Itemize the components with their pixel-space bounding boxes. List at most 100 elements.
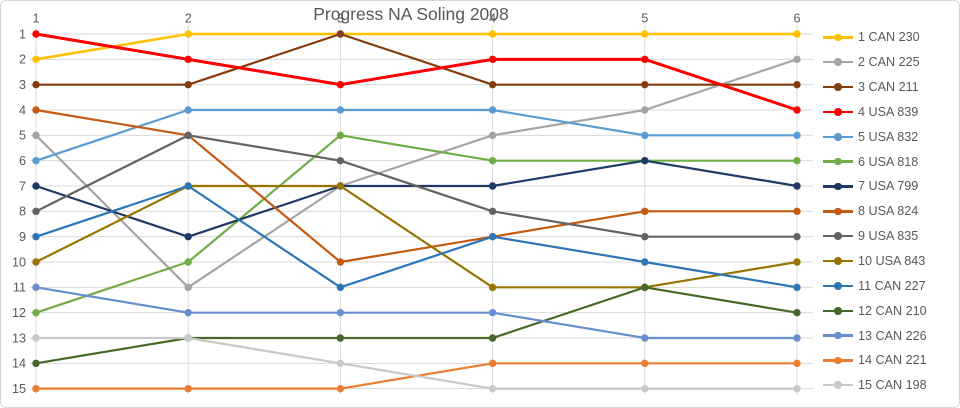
series-marker — [32, 359, 40, 368]
series-marker — [793, 232, 801, 241]
legend-marker-dot-icon — [834, 331, 842, 340]
series-marker — [488, 106, 497, 114]
series-marker — [184, 182, 192, 190]
legend-item: 5 USA 832 — [823, 124, 953, 149]
legend-marker-dot-icon — [834, 381, 842, 390]
series-marker — [641, 80, 649, 89]
series-12-can-210 — [32, 283, 801, 368]
legend-marker-dot-icon — [834, 133, 842, 141]
y-axis-tick-label: 7 — [19, 179, 26, 193]
legend-marker-icon — [823, 133, 853, 141]
series-marker — [793, 207, 801, 216]
series-marker — [488, 131, 497, 140]
legend-label: 3 CAN 211 — [858, 80, 919, 95]
series-line — [34, 108, 799, 162]
legend-item: 11 CAN 227 — [823, 273, 953, 298]
chart-legend: 1 CAN 230 2 CAN 225 3 CAN 211 4 USA 839 5 US… — [823, 25, 953, 398]
series-line — [34, 108, 799, 264]
series-line — [34, 286, 799, 340]
y-axis-tick-label: 10 — [12, 255, 26, 269]
series-3-can-211 — [32, 30, 801, 89]
series-marker — [336, 258, 345, 266]
series-marker — [32, 106, 40, 114]
y-axis-tick-label: 3 — [19, 78, 26, 92]
series-marker — [32, 30, 40, 38]
y-axis-tick-label: 4 — [19, 103, 26, 117]
x-axis-tick-label: 2 — [185, 12, 192, 26]
series-marker — [793, 359, 801, 368]
series-marker — [32, 55, 40, 64]
legend-marker-dot-icon — [834, 356, 842, 365]
legend-marker-icon — [823, 108, 853, 116]
legend-marker-icon — [823, 381, 853, 390]
legend-marker-dot-icon — [834, 58, 842, 67]
series-marker — [641, 106, 649, 114]
x-axis-tick-label: 4 — [489, 12, 496, 26]
series-marker — [336, 334, 345, 342]
legend-marker-icon — [823, 356, 853, 365]
y-axis-tick-label: 11 — [13, 281, 26, 295]
series-marker — [184, 80, 192, 89]
legend-label: 8 USA 824 — [858, 204, 919, 219]
legend-marker-icon — [823, 207, 853, 216]
series-marker — [336, 30, 345, 38]
series-marker — [336, 156, 345, 165]
series-line — [34, 32, 799, 86]
y-axis-tick-label: 9 — [19, 230, 26, 244]
series-line — [34, 32, 799, 112]
legend-marker-icon — [823, 232, 853, 240]
legend-marker-dot-icon — [834, 157, 842, 166]
series-marker — [641, 384, 649, 393]
series-marker — [641, 258, 649, 266]
series-line — [34, 134, 799, 238]
y-axis-tick-label: 14 — [12, 357, 26, 371]
series-marker — [488, 334, 497, 342]
series-line — [34, 336, 799, 390]
series-marker — [488, 30, 497, 38]
legend-marker-dot-icon — [834, 306, 842, 315]
legend-label: 1 CAN 230 — [858, 30, 920, 45]
series-marker — [793, 156, 801, 165]
legend-label: 5 USA 832 — [858, 129, 919, 144]
legend-item: 8 USA 824 — [823, 199, 953, 224]
legend-label: 4 USA 839 — [858, 104, 919, 119]
series-marker — [793, 182, 801, 190]
legend-item: 14 CAN 221 — [823, 348, 953, 373]
y-axis-tick-label: 12 — [12, 306, 26, 320]
series-11-can-227 — [32, 182, 801, 292]
y-axis-tick-label: 15 — [12, 382, 26, 396]
series-marker — [336, 80, 345, 89]
series-marker — [793, 384, 801, 393]
legend-marker-icon — [823, 257, 853, 265]
legend-marker-dot-icon — [834, 182, 842, 191]
legend-label: 10 USA 843 — [858, 254, 926, 269]
legend-item: 9 USA 835 — [823, 224, 953, 249]
x-axis-tick-label: 3 — [337, 12, 344, 26]
series-marker — [641, 359, 649, 368]
series-marker — [641, 232, 649, 241]
series-marker — [184, 131, 192, 140]
legend-marker-dot-icon — [834, 83, 842, 91]
series-9-usa-835 — [32, 131, 801, 241]
series-marker — [32, 308, 40, 317]
series-marker — [32, 283, 40, 292]
series-marker — [336, 283, 345, 292]
y-axis-tick-label: 2 — [19, 53, 26, 67]
series-marker — [32, 156, 40, 165]
legend-item: 15 CAN 198 — [823, 373, 953, 398]
series-marker — [488, 359, 497, 368]
legend-item: 1 CAN 230 — [823, 25, 953, 50]
legend-label: 13 CAN 226 — [858, 328, 927, 343]
series-marker — [336, 182, 345, 190]
series-marker — [641, 334, 649, 342]
series-marker — [793, 334, 801, 342]
series-marker — [793, 55, 801, 64]
series-marker — [793, 308, 801, 317]
series-marker — [793, 80, 801, 89]
series-marker — [32, 207, 40, 216]
y-axis-tick-label: 5 — [19, 129, 26, 143]
series-marker — [32, 182, 40, 190]
series-marker — [793, 283, 801, 292]
